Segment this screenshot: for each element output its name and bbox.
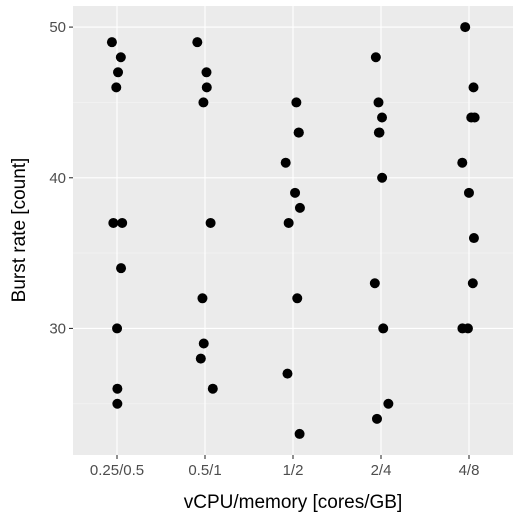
- data-point: [377, 172, 388, 183]
- data-point: [198, 97, 209, 108]
- data-point: [383, 398, 394, 409]
- data-point: [373, 97, 384, 108]
- x-axis-title: vCPU/memory [cores/GB]: [184, 492, 403, 513]
- data-point: [106, 37, 117, 48]
- data-point: [369, 278, 380, 289]
- y-axis-title: Burst rate [count]: [9, 158, 30, 303]
- data-point: [115, 52, 126, 63]
- data-point: [192, 37, 203, 48]
- y-tick-labels: 30 40 50: [49, 19, 66, 337]
- x-tick-label: 4/8: [459, 462, 480, 479]
- data-point: [467, 278, 478, 289]
- x-tick-label: 0.5/1: [188, 462, 221, 479]
- x-tick-label: 2/4: [371, 462, 392, 479]
- data-point: [195, 353, 206, 364]
- data-point: [292, 293, 303, 304]
- data-point: [294, 428, 305, 439]
- data-point: [374, 127, 385, 138]
- data-points: [106, 22, 480, 439]
- x-tick-labels: 0.25/0.5 0.5/1 1/2 2/4 4/8: [90, 462, 480, 479]
- data-point: [113, 67, 124, 78]
- data-point: [280, 157, 291, 168]
- data-point: [108, 217, 119, 228]
- data-point: [468, 82, 479, 93]
- data-point: [371, 413, 382, 424]
- y-tick-label: 30: [49, 320, 66, 337]
- data-point: [117, 217, 128, 228]
- data-point: [370, 52, 381, 63]
- data-point: [197, 293, 208, 304]
- data-point: [112, 383, 123, 394]
- x-tick-label: 0.25/0.5: [90, 462, 144, 479]
- data-point: [112, 398, 123, 409]
- data-point: [112, 323, 123, 334]
- data-point: [293, 127, 304, 138]
- data-point: [201, 82, 212, 93]
- data-point: [460, 22, 471, 33]
- data-point: [111, 82, 122, 93]
- data-point: [294, 202, 305, 213]
- data-point: [283, 217, 294, 228]
- data-point: [468, 233, 479, 244]
- data-point: [205, 217, 216, 228]
- data-point: [291, 97, 302, 108]
- y-tick-label: 40: [49, 170, 66, 187]
- data-point: [377, 112, 388, 123]
- data-point: [290, 187, 301, 198]
- data-point: [116, 263, 127, 274]
- data-point: [207, 383, 218, 394]
- data-point: [463, 187, 474, 198]
- x-tick-label: 1/2: [283, 462, 304, 479]
- data-point: [282, 368, 293, 379]
- data-point: [201, 67, 212, 78]
- data-point: [457, 157, 468, 168]
- axis-ticks: [69, 26, 470, 459]
- data-point: [466, 112, 477, 123]
- data-point: [378, 323, 389, 334]
- y-tick-label: 50: [49, 19, 66, 36]
- data-point: [462, 323, 473, 334]
- data-point: [198, 338, 209, 349]
